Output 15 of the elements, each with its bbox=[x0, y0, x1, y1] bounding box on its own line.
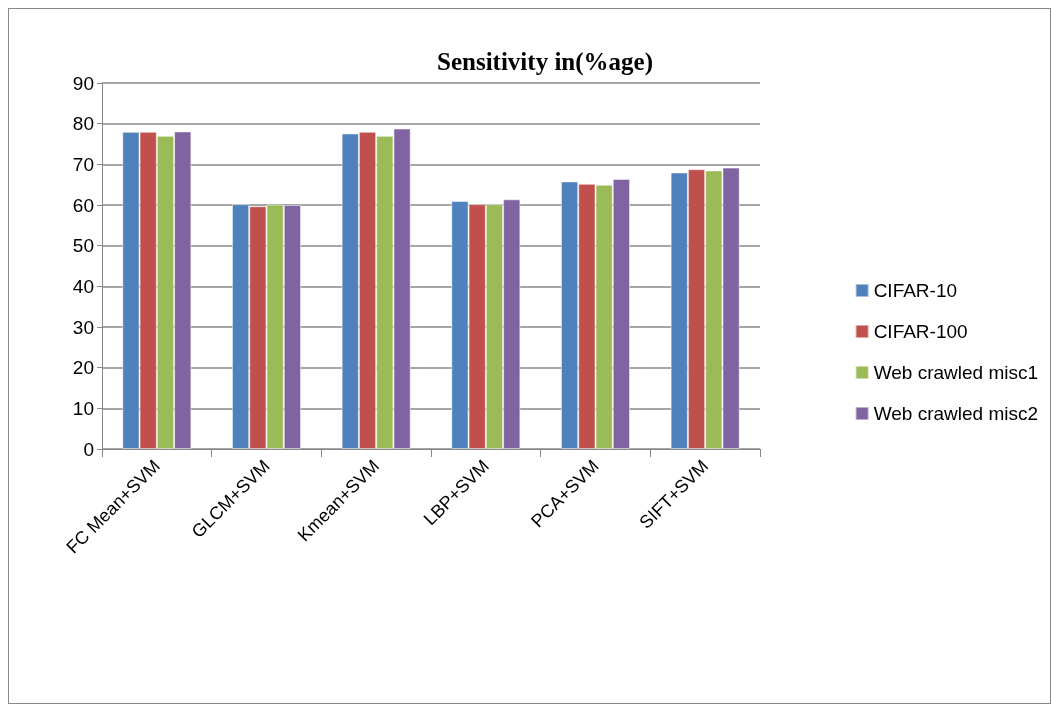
y-tick-label: 0 bbox=[83, 438, 94, 460]
legend-label: CIFAR-100 bbox=[873, 321, 968, 342]
y-tick-label: 40 bbox=[72, 275, 94, 297]
y-tick-label: 70 bbox=[72, 153, 94, 175]
y-tick-label: 80 bbox=[72, 113, 94, 135]
y-tick-label: 60 bbox=[72, 194, 94, 216]
legend-label: Web crawled misc1 bbox=[873, 362, 1039, 383]
legend-label: CIFAR-10 bbox=[873, 280, 958, 301]
y-tick-label: 30 bbox=[72, 316, 94, 338]
chart-title: Sensitivity in(%age) bbox=[437, 48, 653, 76]
y-tick-label: 50 bbox=[72, 235, 94, 257]
y-tick-label: 10 bbox=[72, 397, 94, 419]
y-tick-label: 20 bbox=[72, 357, 94, 379]
y-tick-label: 90 bbox=[72, 72, 94, 94]
legend-label: Web crawled misc2 bbox=[873, 403, 1039, 424]
